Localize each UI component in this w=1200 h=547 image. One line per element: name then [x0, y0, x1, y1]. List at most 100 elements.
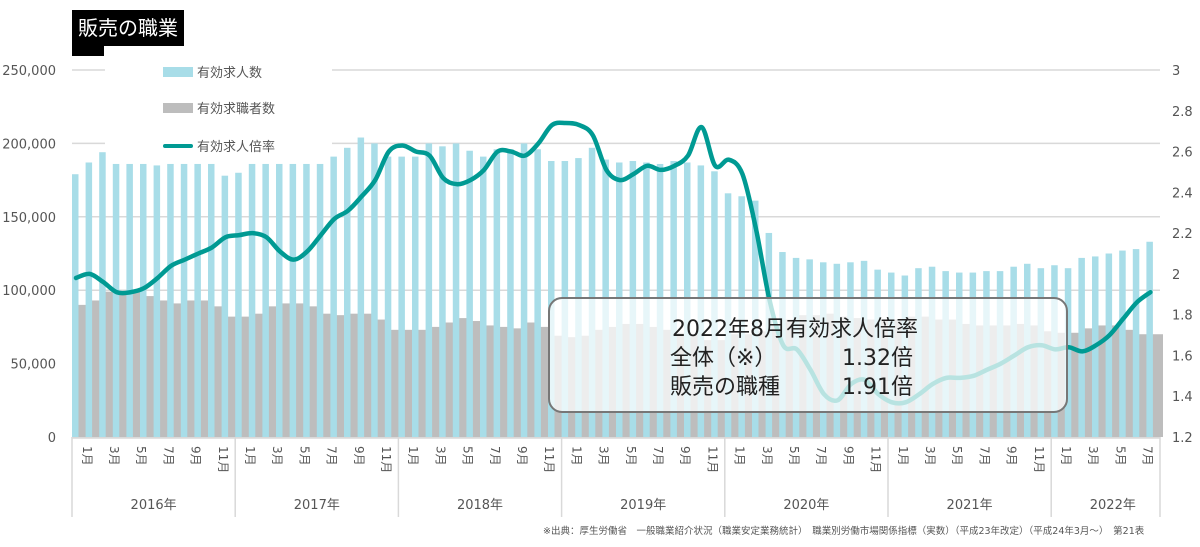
y-right-tick-label: 2.4 — [1172, 186, 1193, 201]
bar-job-seekers — [374, 319, 388, 437]
legend-item-ratio: 有効求人倍率 — [163, 136, 275, 155]
bar-job-seekers — [129, 291, 143, 437]
bar-job-openings — [1105, 253, 1113, 437]
bar-job-seekers — [197, 300, 211, 437]
bar-job-seekers — [1149, 334, 1163, 437]
year-label: 2016年 — [131, 498, 177, 513]
legend-label: 有効求職者数 — [197, 102, 276, 117]
month-tick-label: 11月 — [542, 446, 556, 473]
bar-job-seekers — [456, 318, 470, 437]
bar-job-openings — [1146, 241, 1153, 437]
bar-job-openings — [548, 161, 555, 438]
bar-job-openings — [398, 156, 405, 437]
legend-swatch-bar-gray — [163, 102, 193, 113]
month-tick-label: 7月 — [1141, 446, 1155, 466]
bar-job-seekers — [401, 329, 415, 437]
month-tick-label: 3月 — [107, 446, 121, 466]
bar-job-openings — [262, 163, 269, 437]
bar-job-seekers — [1109, 325, 1123, 437]
bar-job-seekers — [116, 291, 130, 437]
bar-job-openings — [235, 172, 242, 437]
annotation-row-value: 1.32倍 — [842, 346, 913, 371]
y-left-tick-label: 100,000 — [2, 284, 56, 299]
bar-job-seekers — [265, 306, 279, 437]
bar-job-seekers — [75, 304, 89, 437]
bar-job-seekers — [537, 326, 551, 437]
month-tick-label: 7月 — [488, 446, 502, 466]
month-tick-label: 3月 — [270, 446, 284, 466]
bar-job-seekers — [1095, 325, 1109, 437]
month-tick-label: 3月 — [760, 446, 774, 466]
bar-job-openings — [85, 162, 93, 437]
year-label: 2022年 — [1090, 498, 1136, 513]
month-tick-label: 5月 — [1113, 446, 1127, 466]
y-left-tick-label: 200,000 — [2, 137, 56, 152]
bar-job-seekers — [170, 303, 184, 437]
bar-job-seekers — [510, 328, 524, 437]
month-tick-label: 9月 — [515, 446, 529, 466]
bar-job-openings — [493, 149, 501, 437]
month-tick-label: 9月 — [1005, 446, 1019, 466]
bar-job-openings — [112, 163, 120, 437]
month-tick-label: 1月 — [1059, 446, 1073, 466]
y-right-tick-label: 2.2 — [1172, 227, 1193, 242]
month-tick-label: 5月 — [787, 446, 801, 466]
month-tick-label: 1月 — [733, 446, 747, 466]
month-tick-label: 9月 — [678, 446, 692, 466]
y-left-tick-label: 50,000 — [11, 358, 57, 373]
month-tick-label: 11月 — [1032, 446, 1046, 473]
bar-job-seekers — [497, 326, 511, 437]
month-tick-label: 7月 — [651, 446, 665, 466]
year-label: 2017年 — [294, 498, 340, 513]
bar-job-openings — [425, 143, 433, 437]
bar-job-openings — [289, 163, 297, 437]
bar-job-openings — [534, 149, 541, 437]
bar-job-seekers — [469, 321, 483, 437]
annotation-row-label: 全体（※） — [670, 346, 777, 371]
bar-job-seekers — [102, 291, 116, 437]
bar-job-openings — [1078, 257, 1085, 437]
bar-job-seekers — [524, 322, 538, 437]
y-right-tick-label: 3 — [1172, 64, 1180, 79]
chart-title: 販売の職業 — [72, 10, 184, 56]
bar-job-seekers — [252, 313, 266, 437]
bar-job-openings — [507, 149, 514, 437]
month-tick-label: 11月 — [216, 446, 230, 473]
bar-job-seekers — [347, 313, 361, 437]
bar-job-openings — [72, 174, 79, 437]
year-label: 2020年 — [783, 498, 829, 513]
month-tick-label: 5月 — [624, 446, 638, 466]
legend-label: 有効求人数 — [197, 66, 263, 81]
bar-job-openings — [1132, 249, 1140, 437]
month-tick-label: 7月 — [977, 446, 991, 466]
bar-job-seekers — [429, 326, 443, 437]
bar-job-openings — [384, 156, 392, 437]
month-tick-label: 1月 — [243, 446, 257, 466]
y-right-tick-label: 1.4 — [1172, 390, 1193, 405]
bar-job-openings — [194, 163, 201, 437]
month-tick-label: 1月 — [896, 446, 910, 466]
month-tick-label: 3月 — [923, 446, 937, 466]
legend-swatch-line — [163, 143, 193, 148]
month-tick-label: 7月 — [161, 446, 175, 466]
month-tick-label: 1月 — [80, 446, 94, 466]
bar-job-seekers — [211, 306, 225, 437]
bar-job-openings — [439, 146, 446, 437]
month-tick-label: 7月 — [325, 446, 339, 466]
month-tick-label: 1月 — [569, 446, 583, 466]
bar-job-openings — [520, 143, 528, 437]
bar-job-seekers — [442, 322, 456, 437]
legend-swatch-bar-blue — [163, 66, 193, 77]
bar-job-openings — [466, 150, 473, 438]
y-left-tick-label: 150,000 — [2, 211, 56, 226]
bar-job-seekers — [225, 316, 239, 437]
annotation-box: 2022年8月有効求人倍率 全体（※） 1.32倍 販売の職種 1.91倍 — [548, 297, 1068, 413]
annotation-row-value: 1.91倍 — [842, 375, 913, 400]
source-note: ※出典：厚生労働省 一般職業紹介状況（職業安定業務統計） 職業別労働市場関係指標… — [543, 526, 1145, 537]
legend-item-job-seekers: 有効求職者数 — [163, 98, 275, 117]
month-tick-label: 7月 — [814, 446, 828, 466]
month-tick-label: 3月 — [1086, 446, 1100, 466]
y-left-tick-label: 0 — [48, 431, 56, 446]
bar-job-seekers — [388, 329, 402, 437]
